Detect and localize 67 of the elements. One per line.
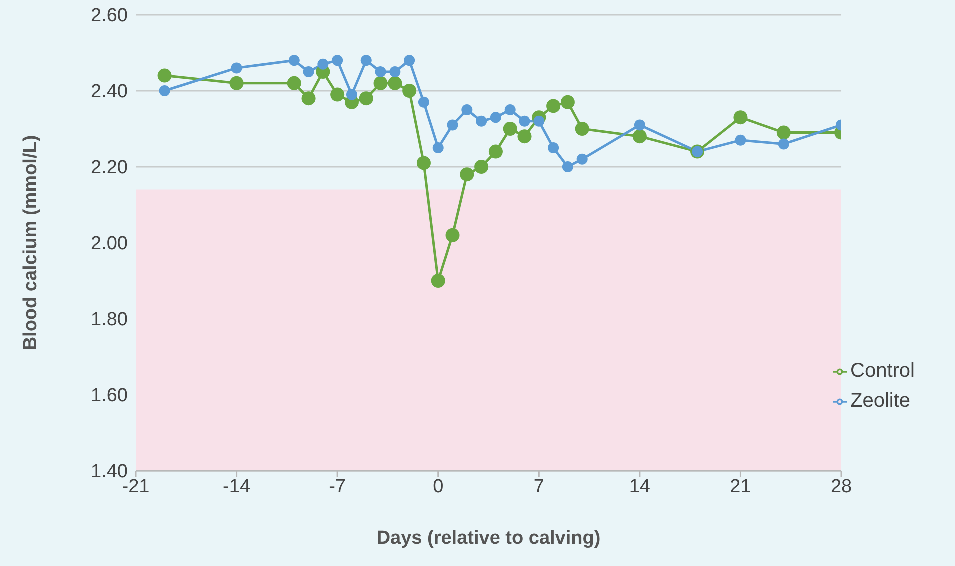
y-tick-label: 1.60 [91,386,128,407]
point [504,104,516,116]
point [158,68,172,83]
point [402,84,417,98]
x-tick-label: 7 [534,476,544,498]
x-axis-title: Days (relative to calving) [376,528,601,549]
point [302,92,316,106]
point [318,58,329,70]
x-tick-label: 14 [629,476,651,498]
point [575,122,590,136]
point [416,156,431,170]
point [359,92,374,106]
point [431,274,446,288]
point [519,116,530,127]
point [548,142,560,154]
x-tick-label: 21 [730,476,752,498]
point [330,88,345,102]
y-axis-title: Blood calcium (mmol/L) [20,135,42,351]
point [534,116,545,127]
point [388,76,402,90]
y-tick-label: 2.60 [91,6,128,27]
point [546,99,561,114]
x-tick-label: 28 [830,476,852,498]
point [288,55,300,66]
y-tick-label: 1.40 [91,462,128,483]
point [303,66,314,78]
point [776,126,791,140]
point [332,55,344,66]
point [375,66,386,78]
y-tick-label: 2.40 [91,82,128,103]
point [560,95,575,110]
x-tick-label: -7 [329,476,346,498]
point [474,160,489,174]
x-tick-label: 0 [433,476,444,498]
legend-label: Control [850,360,915,382]
point [418,96,430,108]
point [360,55,372,66]
point [734,110,748,125]
point [634,120,646,131]
point [390,66,401,78]
y-tick-label: 2.20 [91,158,128,179]
point [287,76,302,90]
point [404,55,416,66]
point [476,116,488,127]
point [490,112,502,124]
point [503,122,518,136]
point [488,144,503,159]
point [518,130,532,144]
point [778,138,790,150]
point [447,120,458,131]
point [346,89,358,100]
point [159,86,170,96]
point [446,228,460,242]
y-tick-label: 1.80 [91,310,128,331]
y-tick-label: 2.00 [91,234,128,255]
point [432,142,444,154]
point [576,154,588,165]
point [632,130,647,144]
point [230,76,244,90]
point [735,134,746,146]
x-tick-label: -14 [223,476,251,498]
point [460,168,474,182]
point [231,62,242,74]
legend-label: Zeolite [850,390,911,412]
point [374,76,388,90]
point [562,162,574,172]
point [462,104,473,116]
